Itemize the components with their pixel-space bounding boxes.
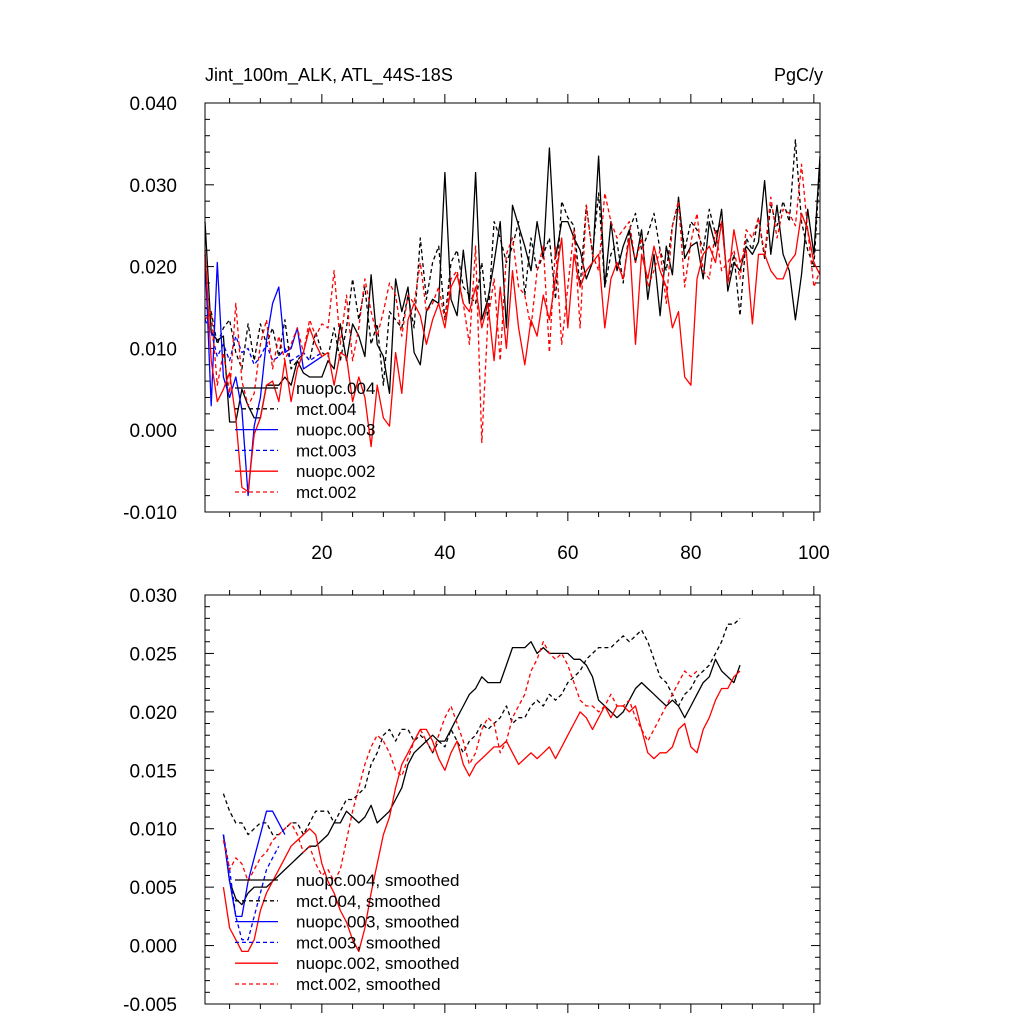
x-tick-label: 60 [557,543,578,564]
top-panel-frame [204,102,821,513]
y-tick-label: 0.020 [129,258,177,279]
series-line-mct-002-smoothed [222,641,698,882]
bottom-panel-legend: nuopc.004, smoothed mct.004, smoothed nuop… [235,871,460,994]
y-tick-label: 0.005 [129,878,177,899]
y-tick-label: 0.000 [129,937,177,958]
bottom-panel: 0.030 0.025 0.020 0.015 0.010 0.005 0.000 -0.00… [123,586,821,1016]
top-panel-ticks: 0.040 0.030 0.020 0.010 0.000 -0.010 20 40 60 80 1… [123,94,830,564]
x-tick-label: 20 [311,543,332,564]
y-tick-label: 0.030 [129,176,177,197]
y-tick-label: 0.030 [129,586,177,607]
y-tick-label: 0.040 [129,94,177,115]
series-line-nuopc-002 [204,212,821,493]
series-line-mct-002 [204,163,821,444]
series-line-nuopc-003 [204,254,323,497]
series-line-nuopc-004-smoothed [222,641,741,906]
y-tick-label: 0.025 [129,644,177,665]
series-line-mct-004 [204,139,821,386]
series-line-nuopc-004 [204,147,821,423]
y-tick-label: 0.015 [129,761,177,782]
series-line-mct-004-smoothed [222,617,741,836]
legend-label: nuopc.002, smoothed [296,954,460,973]
legend-label: mct.002 [296,483,356,502]
top-panel: Jint_100m_ALK, ATL_44S-18S PgC/y 0.0400.… [123,65,830,564]
series-line-mct-003-smoothed [222,834,280,941]
x-tick-label: 100 [798,543,830,564]
series-line-nuopc-002-smoothed [222,670,741,953]
legend-label: mct.004, smoothed [296,892,441,911]
y-tick-label: 0.010 [129,339,177,360]
legend-label: nuopc.003, smoothed [296,913,460,932]
legend-label: nuopc.004, smoothed [296,871,460,890]
y-tick-label: -0.005 [123,995,177,1016]
series-line-mct-003 [204,319,323,366]
legend-label: mct.002, smoothed [296,975,441,994]
x-tick-label: 40 [434,543,455,564]
y-tick-label: 0.020 [129,703,177,724]
top-panel-series [204,139,821,497]
legend-label: mct.003 [296,441,356,460]
y-tick-label: 0.010 [129,820,177,841]
legend-label: nuopc.003 [296,421,375,440]
top-panel-units: PgC/y [774,65,823,85]
bottom-panel-ticks: 0.030 0.025 0.020 0.015 0.010 0.005 0.000 -0.00… [123,586,820,1016]
x-tick-label: 80 [680,543,701,564]
bottom-panel-frame [204,594,821,1005]
bottom-panel-series [222,617,741,953]
legend-label: nuopc.004 [296,379,375,398]
legend-label: mct.003, smoothed [296,933,441,952]
y-tick-label: -0.010 [123,503,177,524]
legend-label: mct.004 [296,400,356,419]
top-panel-title: Jint_100m_ALK, ATL_44S-18S [205,65,453,86]
y-tick-label: 0.000 [129,421,177,442]
legend-label: nuopc.002 [296,462,375,481]
